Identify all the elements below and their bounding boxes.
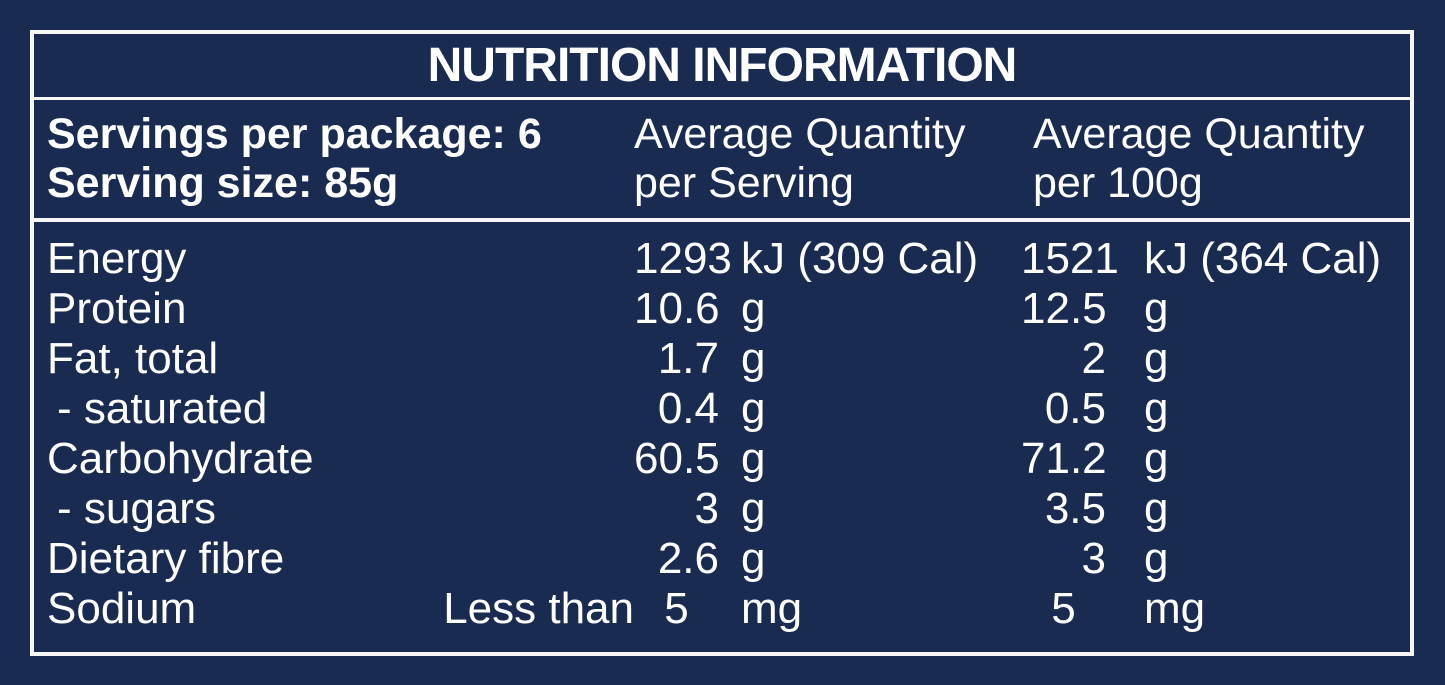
per-serving-header-line2: per Serving [634, 159, 854, 207]
nutrient-name: Fat, total [47, 334, 219, 383]
nutrient-name: Protein [47, 284, 187, 333]
nutrient-name: Dietary fibre [47, 534, 285, 583]
per-serving-unit: g [741, 434, 766, 483]
per-serving-unit: mg [741, 584, 803, 633]
per-100g-value: 12.5 [1021, 284, 1107, 333]
per-serving-value: 3 [694, 484, 719, 533]
per-100g-header-line2: per 100g [1033, 159, 1203, 207]
serving-size: Serving size: 85g [47, 159, 399, 207]
per-100g-unit: g [1144, 334, 1169, 383]
per-serving-unit: g [741, 484, 766, 533]
per-100g-unit: g [1144, 484, 1169, 533]
per-serving-header-line1: Average Quantity [634, 110, 966, 158]
serving-info: Servings per package: 6 Serving size: 85… [34, 110, 634, 208]
nutrient-name: Sodium [47, 584, 197, 633]
column-header-per-serving: Average Quantity per Serving [634, 110, 1021, 208]
per-100g-value: 2 [1081, 334, 1106, 383]
per-100g-value: 1521 [1021, 234, 1119, 283]
column-header-per-100g: Average Quantity per 100g [1021, 110, 1410, 208]
per-serving-unit: g [741, 334, 766, 383]
per-100g-header-line1: Average Quantity [1033, 110, 1365, 158]
per-100g-unit: mg [1144, 584, 1206, 633]
nutrient-qualifier: Less than [443, 584, 634, 633]
panel-title-bar: NUTRITION INFORMATION [34, 34, 1410, 100]
per-serving-value: 2.6 [657, 534, 719, 583]
per-serving-value: 1293 [634, 234, 732, 283]
nutrient-row-dietary-fibre: Dietary fibre 2.6 g 3 g [34, 534, 1410, 584]
nutrient-row-saturated-fat: - saturated 0.4 g 0.5 g [34, 384, 1410, 434]
nutrient-name: Carbohydrate [47, 434, 314, 483]
per-100g-unit: g [1144, 284, 1169, 333]
per-serving-unit: g [741, 534, 766, 583]
nutrient-name: - saturated [57, 384, 268, 433]
per-100g-unit: g [1144, 434, 1169, 483]
serving-header-section: Servings per package: 6 Serving size: 85… [34, 100, 1410, 222]
nutrient-row-protein: Protein 10.6 g 12.5 g [34, 284, 1410, 334]
nutrient-row-fat-total: Fat, total 1.7 g 2 g [34, 334, 1410, 384]
nutrient-table: Energy 1293 kJ (309 Cal) 1521 kJ (364 Ca… [34, 222, 1410, 652]
per-100g-unit: g [1144, 534, 1169, 583]
nutrient-row-sugars: - sugars 3 g 3.5 g [34, 484, 1410, 534]
per-serving-value: 10.6 [634, 284, 720, 333]
nutrient-row-carbohydrate: Carbohydrate 60.5 g 71.2 g [34, 434, 1410, 484]
per-serving-value: 60.5 [634, 434, 720, 483]
per-100g-value: 5 [1051, 584, 1076, 633]
panel-title: NUTRITION INFORMATION [427, 39, 1018, 92]
per-serving-unit: g [741, 284, 766, 333]
per-serving-unit: kJ (309 Cal) [741, 234, 979, 283]
nutrient-row-sodium: Sodium Less than 5 mg 5 mg [34, 584, 1410, 634]
per-100g-value: 0.5 [1044, 384, 1106, 433]
per-100g-value: 71.2 [1021, 434, 1107, 483]
per-100g-value: 3 [1081, 534, 1106, 583]
per-serving-value: 0.4 [657, 384, 719, 433]
nutrient-row-energy: Energy 1293 kJ (309 Cal) 1521 kJ (364 Ca… [34, 234, 1410, 284]
nutrition-panel: NUTRITION INFORMATION Servings per packa… [30, 30, 1414, 656]
nutrient-name: Energy [47, 234, 187, 283]
nutrient-name: - sugars [57, 484, 216, 533]
per-100g-unit: kJ (364 Cal) [1144, 234, 1382, 283]
servings-per-package: Servings per package: 6 [47, 110, 542, 158]
per-serving-unit: g [741, 384, 766, 433]
per-serving-value: 1.7 [657, 334, 719, 383]
per-100g-value: 3.5 [1044, 484, 1106, 533]
per-serving-value: 5 [664, 584, 689, 633]
per-100g-unit: g [1144, 384, 1169, 433]
